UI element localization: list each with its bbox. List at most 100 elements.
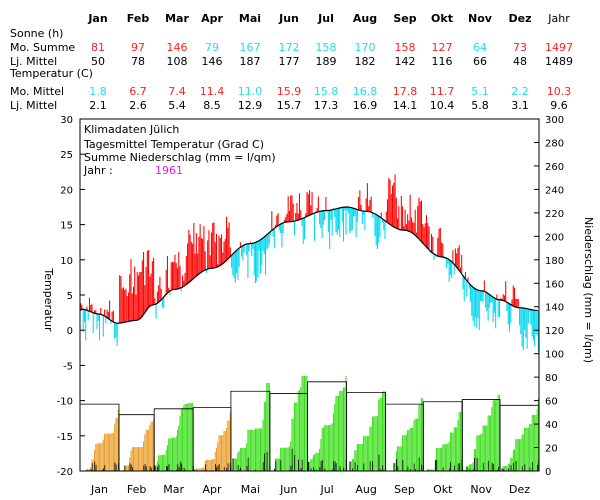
table-cell: 73 xyxy=(513,41,527,54)
temperature-day-bar xyxy=(368,206,370,212)
precip-cumulative-bar xyxy=(511,457,513,471)
temperature-day-bar xyxy=(485,291,487,308)
temperature-day-bar xyxy=(188,229,190,284)
temperature-day-bar xyxy=(355,208,357,238)
header-month: Apr xyxy=(201,12,223,25)
temperature-day-bar xyxy=(525,308,527,338)
precip-daily-bar xyxy=(167,466,169,471)
temperature-day-bar xyxy=(526,308,528,349)
temperature-day-bar xyxy=(90,305,92,312)
temperature-day-bar xyxy=(134,266,136,321)
temperature-day-bar xyxy=(121,288,123,323)
precip-cumulative-bar xyxy=(491,407,493,471)
temperature-day-bar xyxy=(384,220,386,240)
temperature-day-bar xyxy=(361,210,363,224)
precip-cumulative-bar xyxy=(141,446,143,471)
precip-cumulative-bar xyxy=(143,441,145,471)
temperature-day-bar xyxy=(336,208,338,235)
precip-cumulative-bar xyxy=(276,458,278,471)
precip-cumulative-bar xyxy=(291,418,293,471)
temperature-day-bar xyxy=(207,240,209,270)
precip-cumulative-bar xyxy=(175,436,177,471)
precip-cumulative-bar xyxy=(292,418,294,471)
precip-cumulative-bar xyxy=(190,403,192,471)
temperature-day-bar xyxy=(203,226,205,271)
precip-cumulative-bar xyxy=(205,459,207,471)
temperature-day-bar xyxy=(419,201,421,240)
header-month: Nov xyxy=(468,12,493,25)
precip-cumulative-bar xyxy=(448,441,450,471)
table-cell: 5.8 xyxy=(471,99,489,112)
temperature-day-bar xyxy=(129,274,131,322)
precip-cumulative-bar xyxy=(134,447,136,471)
temperature-day-bar xyxy=(375,214,377,246)
precip-cumulative-bar xyxy=(521,434,523,471)
temperature-day-bar xyxy=(210,232,212,269)
precip-cumulative-bar xyxy=(170,438,172,471)
precip-cumulative-bar xyxy=(496,399,498,471)
y-right-tick-label: 0 xyxy=(545,467,551,478)
temperature-day-bar xyxy=(502,294,504,301)
precip-daily-bar xyxy=(382,465,384,471)
temperature-day-bar xyxy=(226,216,228,261)
temperature-day-bar xyxy=(280,224,282,233)
temperature-day-bar xyxy=(340,207,342,210)
temperature-day-bar xyxy=(359,190,361,211)
precip-cumulative-bar xyxy=(180,408,182,471)
precip-cumulative-bar xyxy=(104,433,106,471)
precip-daily-bar xyxy=(301,459,303,471)
temperature-day-bar xyxy=(159,276,161,302)
precip-cumulative-bar xyxy=(506,466,508,471)
precip-daily-bar xyxy=(393,463,395,471)
temperature-day-bar xyxy=(317,196,319,212)
temperature-day-bar xyxy=(393,182,395,227)
precip-cumulative-bar xyxy=(509,463,510,471)
temperature-day-bar xyxy=(227,227,229,260)
temperature-day-bar xyxy=(104,309,106,316)
y-right-tick-label: 40 xyxy=(545,420,558,431)
precip-cumulative-bar xyxy=(169,438,171,471)
temperature-day-bar xyxy=(358,196,360,210)
data-table: Jan Feb Mar Apr Mai Jun Jul Aug Sep Okt Nov Dez Jahr… xyxy=(9,12,573,112)
precip-cumulative-bar xyxy=(241,447,243,471)
precip-cumulative-bar xyxy=(361,443,363,471)
precip-daily-bar xyxy=(94,461,96,471)
precip-daily-bar xyxy=(275,460,277,471)
temperature-day-bar xyxy=(363,211,365,215)
precip-cumulative-bar xyxy=(173,437,175,471)
precip-cumulative-bar xyxy=(398,446,400,471)
precip-cumulative-bar xyxy=(351,459,353,471)
temperature-day-bar xyxy=(536,310,538,336)
precip-cumulative-bar xyxy=(517,439,519,471)
x-month-label: Aug xyxy=(355,483,376,496)
precip-cumulative-bar xyxy=(314,454,316,471)
precip-cumulative-bar xyxy=(304,376,305,471)
temperature-day-bar xyxy=(408,220,410,231)
temperature-day-bar xyxy=(451,261,453,279)
precip-cumulative-bar xyxy=(296,402,298,471)
temperature-day-bar xyxy=(405,224,407,231)
precip-cumulative-bar xyxy=(439,447,441,471)
precip-cumulative-bar xyxy=(363,436,365,471)
temperature-day-bar xyxy=(409,194,411,232)
row-label: Lj. Mittel xyxy=(10,55,57,68)
precip-daily-bar xyxy=(321,459,323,471)
temperature-day-bar xyxy=(122,287,124,323)
precip-cumulative-bar xyxy=(198,468,200,471)
precip-cumulative-bar xyxy=(187,403,189,471)
precip-cumulative-bar xyxy=(197,468,199,471)
precip-cumulative-bar xyxy=(530,424,532,471)
precip-daily-bar xyxy=(266,451,268,471)
temperature-day-bar xyxy=(376,214,378,250)
precip-cumulative-bar xyxy=(257,428,259,471)
precip-cumulative-bar xyxy=(115,417,117,471)
precip-daily-bar xyxy=(150,467,152,471)
precip-daily-bar xyxy=(501,468,503,471)
precip-cumulative-bar xyxy=(332,413,334,471)
temperature-day-bar xyxy=(283,219,285,223)
precip-cumulative-bar xyxy=(133,447,134,471)
x-month-label: Nov xyxy=(470,483,492,496)
temperature-day-bar xyxy=(198,236,200,275)
table-cell: 187 xyxy=(240,55,261,68)
temperature-day-bar xyxy=(293,221,295,236)
